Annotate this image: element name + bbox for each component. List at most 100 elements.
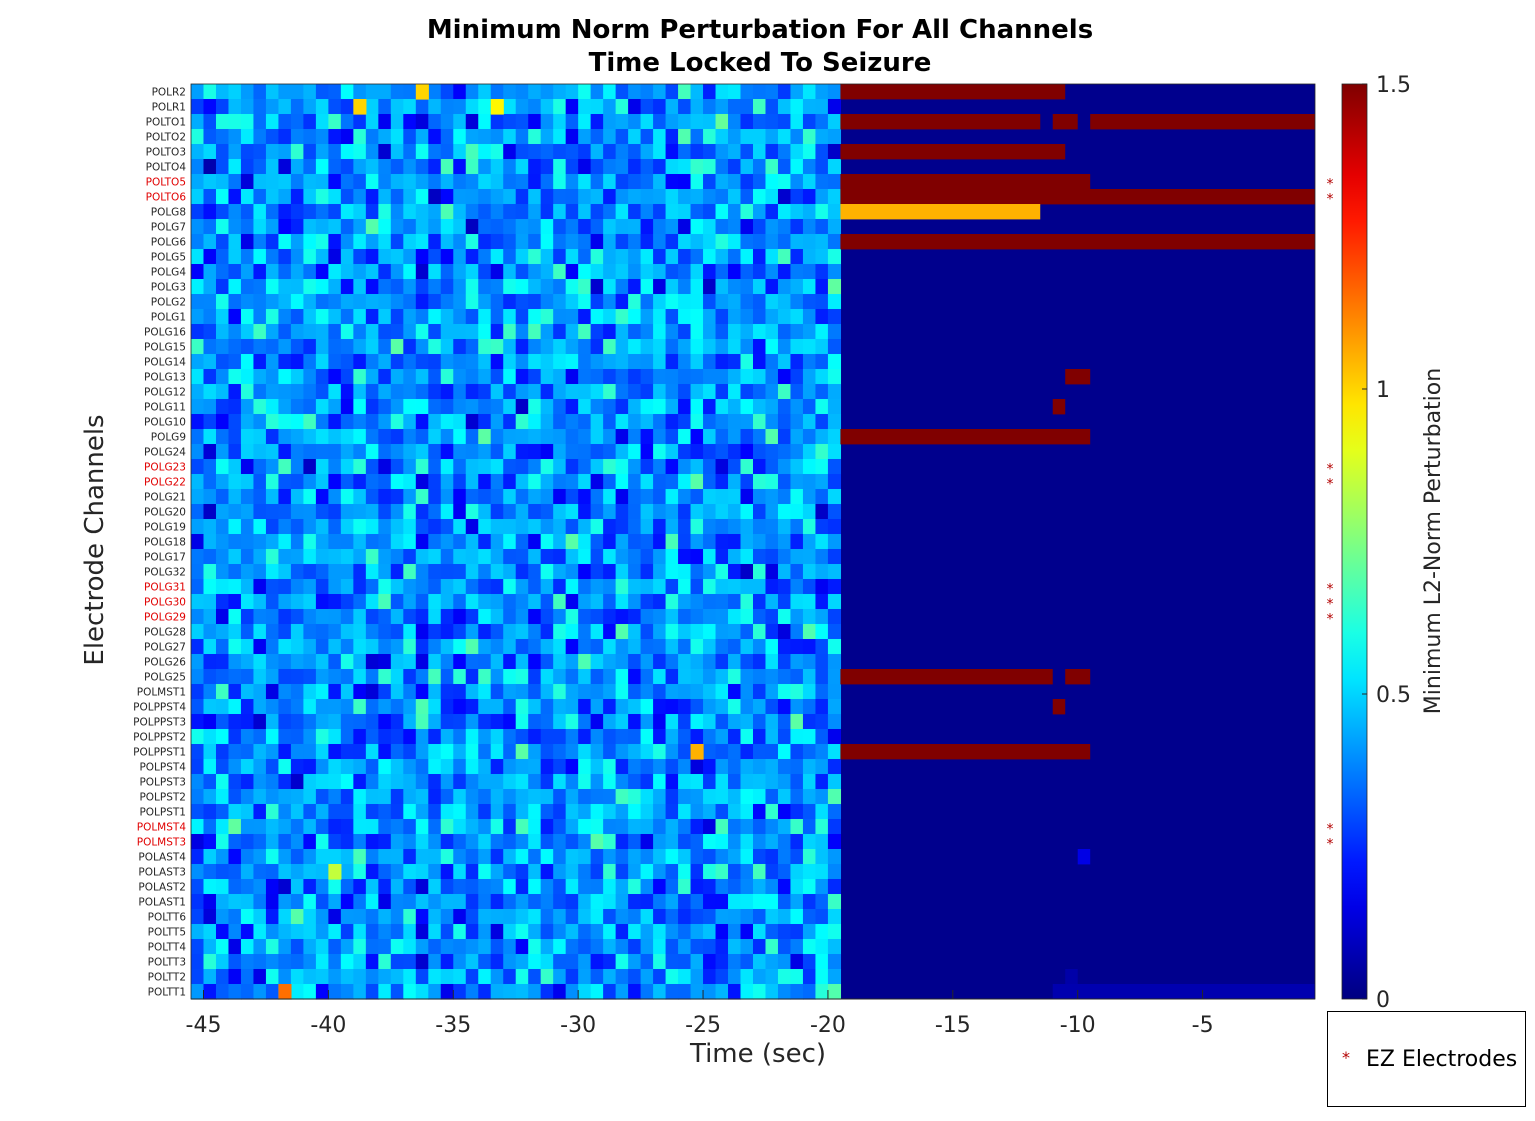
heatmap-cell [415,204,429,220]
heatmap-cell [503,234,517,250]
heatmap-cell [540,909,554,925]
heatmap-cell [490,594,504,610]
heatmap-cell [815,519,829,535]
heatmap-cell [653,84,667,100]
heatmap-cell [215,249,230,265]
heatmap-cell [653,864,667,880]
heatmap-cell [603,339,617,355]
heatmap-cell [528,534,542,550]
heatmap-cell [565,654,579,670]
heatmap-cell [802,294,817,310]
heatmap-cell [540,459,554,475]
heatmap-cell [253,84,267,100]
heatmap-cell [515,204,529,220]
heatmap-cell [365,639,379,655]
heatmap-cell [765,264,779,280]
heatmap-cell [403,744,417,760]
heatmap-cell [303,744,317,760]
heatmap-cell [753,789,767,805]
heatmap-cell [478,159,492,175]
heatmap-cell [628,759,642,775]
heatmap-cell [578,429,592,445]
heatmap-cell [215,579,230,595]
heatmap-cell [565,639,579,655]
heatmap-cell [790,699,804,715]
heatmap-cell [665,834,679,850]
heatmap-cell [240,759,255,775]
heatmap-cell [777,714,792,730]
heatmap-cell [328,399,342,415]
heatmap-cell [665,549,679,565]
heatmap-cell [603,84,617,100]
heatmap-cell [790,399,804,415]
heatmap-cell [565,774,579,790]
heatmap-cell [665,84,679,100]
heatmap-cell [415,849,429,865]
heatmap-cell [615,249,629,265]
heatmap-cell [440,504,454,520]
heatmap-cell [215,189,230,205]
heatmap-cell [440,249,454,265]
heatmap-cell [215,159,230,175]
heatmap-cell [390,879,404,895]
heatmap-cell [403,804,417,820]
heatmap-cell [603,189,617,205]
heatmap-cell [665,279,679,295]
heatmap-cell [690,924,704,940]
heatmap-cell [465,684,479,700]
heatmap-cell [215,939,230,955]
heatmap-cell [802,984,817,1000]
heatmap-cell [540,429,554,445]
heatmap-cell [490,174,504,190]
heatmap-cell [303,204,317,220]
heatmap-cell [515,234,529,250]
heatmap-cell [827,219,842,235]
heatmap-cell [640,219,654,235]
heatmap-cell [353,759,367,775]
heatmap-cell [215,594,230,610]
heatmap-cell [665,369,679,385]
heatmap-cell [490,189,504,205]
heatmap-cell [303,984,317,1000]
heatmap-cell [553,714,567,730]
heatmap-cell [490,774,504,790]
heatmap-cell [490,429,504,445]
heatmap-cell [815,279,829,295]
heatmap-cell [590,864,604,880]
heatmap-cell [290,939,304,955]
heatmap-cell [640,324,654,340]
heatmap-cell [628,714,642,730]
heatmap-cell [390,519,404,535]
heatmap-cell [353,219,367,235]
heatmap-cell [390,159,404,175]
heatmap-cell [315,789,329,805]
heatmap-cell [390,174,404,190]
heatmap-cell [802,969,817,985]
heatmap-cell [290,924,304,940]
heatmap-cell [478,924,492,940]
heatmap-cell [615,144,629,160]
heatmap-cell [703,639,717,655]
heatmap-cell [815,324,829,340]
heatmap-cell [815,579,829,595]
heatmap-cell [340,759,354,775]
heatmap-cell [802,609,817,625]
heatmap-cell [303,594,317,610]
heatmap-cell [290,144,304,160]
heatmap-cell [728,249,742,265]
heatmap-cell [265,804,280,820]
heatmap-cell [703,804,717,820]
heatmap-cell [703,384,717,400]
heatmap-cell [690,534,704,550]
heatmap-cell [802,384,817,400]
heatmap-cell [540,249,554,265]
heatmap-cell [815,249,829,265]
heatmap-cell [191,489,205,505]
heatmap-cell [465,249,479,265]
heatmap-cell [765,339,779,355]
heatmap-cell [403,99,417,115]
heatmap-cell [228,414,242,430]
heatmap-cell [553,474,567,490]
heatmap-cell [290,804,304,820]
heatmap-cell [390,429,404,445]
